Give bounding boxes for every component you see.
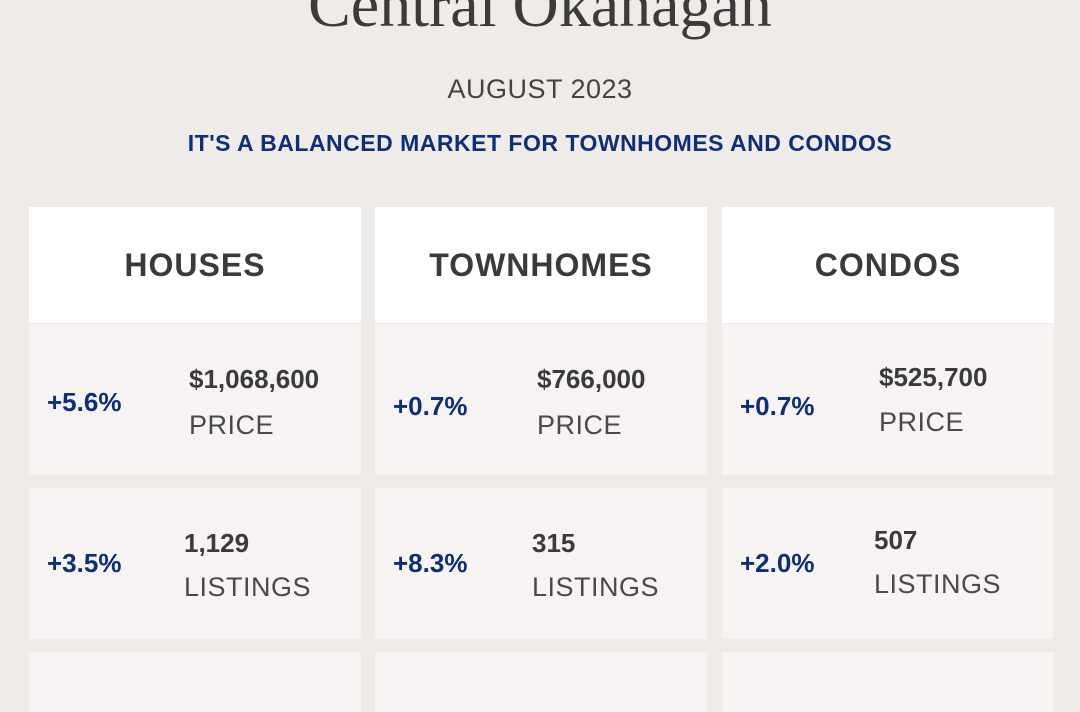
houses-next-card	[29, 652, 361, 712]
condos-price-change: +0.7%	[740, 391, 815, 421]
condos-listings-card: +2.0% 507 LISTINGS	[722, 488, 1054, 639]
condos-price-card: +0.7% $525,700 PRICE	[722, 324, 1054, 475]
townhomes-price-label: PRICE	[537, 410, 623, 440]
houses-price-change: +5.6%	[47, 387, 122, 417]
houses-price-value: $1,068,600	[189, 364, 320, 394]
houses-listings-label: LISTINGS	[184, 572, 312, 602]
townhomes-price-change: +0.7%	[393, 391, 468, 421]
houses-listings-card: +3.5% 1,129 LISTINGS	[29, 488, 361, 639]
townhomes-listings-card: +8.3% 315 LISTINGS	[375, 488, 707, 639]
condos-listings-label: LISTINGS	[874, 569, 1002, 599]
page-title: Central Okanagan	[308, 0, 772, 40]
condos-price-label: PRICE	[879, 407, 965, 437]
condos-listings-change: +2.0%	[740, 548, 815, 578]
market-tagline: IT'S A BALANCED MARKET FOR TOWNHOMES AND…	[187, 130, 893, 156]
townhomes-listings-label: LISTINGS	[532, 572, 660, 602]
houses-header: HOUSES	[29, 207, 361, 323]
townhomes-listings-change: +8.3%	[393, 548, 468, 578]
houses-price-card: +5.6% $1,068,600 PRICE	[29, 324, 361, 475]
condos-listings-value: 507	[874, 525, 918, 555]
condos-header: CONDOS	[722, 207, 1054, 323]
report-date: AUGUST 2023	[447, 74, 633, 104]
townhomes-price-value: $766,000	[537, 364, 646, 394]
houses-listings-change: +3.5%	[47, 548, 122, 578]
condos-next-card	[722, 652, 1054, 712]
houses-listings-value: 1,129	[184, 528, 250, 558]
townhomes-next-card	[375, 652, 707, 712]
townhomes-price-card: +0.7% $766,000 PRICE	[375, 324, 707, 475]
houses-price-label: PRICE	[189, 410, 275, 440]
townhomes-listings-value: 315	[532, 528, 576, 558]
townhomes-header: TOWNHOMES	[375, 207, 707, 323]
condos-price-value: $525,700	[879, 362, 988, 392]
